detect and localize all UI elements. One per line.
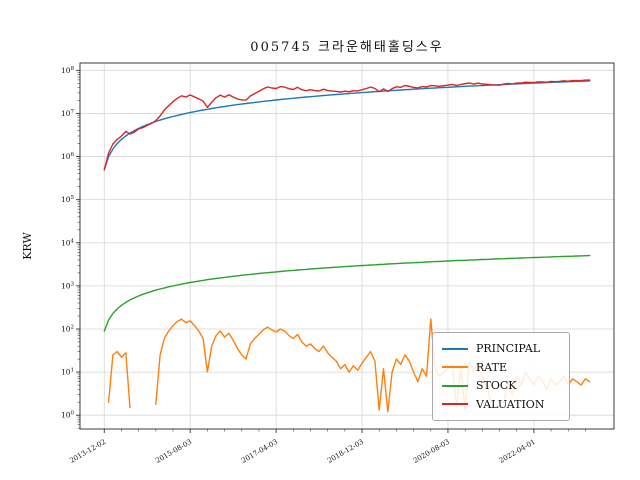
y-tick-label: 102 — [61, 324, 74, 333]
x-tick-label: 2020-08-03 — [412, 438, 451, 465]
y-tick-label: 101 — [61, 368, 74, 377]
principal-line-swatch — [442, 347, 468, 350]
legend: PRINCIPAL RATE STOCK VALUATION — [432, 332, 570, 421]
y-tick-label: 106 — [61, 152, 75, 161]
stock-line-swatch — [442, 384, 468, 387]
x-tick-label: 2018-12-03 — [326, 438, 365, 465]
legend-item-principal: PRINCIPAL — [442, 343, 560, 354]
y-tick-label: 104 — [61, 238, 75, 247]
legend-label: RATE — [476, 360, 507, 374]
legend-label: PRINCIPAL — [476, 342, 541, 356]
axes-spines — [79, 62, 615, 430]
legend-label: VALUATION — [476, 397, 545, 411]
y-tick-label: 108 — [61, 66, 75, 75]
valuation-line-swatch — [442, 403, 468, 406]
y-tick-label: 105 — [61, 195, 75, 204]
legend-label: STOCK — [476, 379, 517, 393]
valuation-line — [103, 79, 591, 171]
x-tick-label: 2017-04-03 — [240, 438, 279, 465]
rate-line-swatch — [442, 366, 468, 369]
legend-item-valuation: VALUATION — [442, 399, 560, 410]
x-tick-label: 2015-08-03 — [154, 438, 193, 465]
chart-title: 005745 크라운해태홀딩스우 — [250, 40, 444, 55]
y-axis-label: KRW — [21, 232, 34, 260]
y-tick-label: 100 — [61, 411, 75, 420]
legend-item-stock: STOCK — [442, 380, 560, 391]
legend-item-rate: RATE — [442, 362, 560, 373]
x-tick-label: 2013-12-02 — [68, 438, 107, 465]
y-tick-label: 103 — [61, 281, 75, 290]
stock-line — [103, 254, 591, 332]
y-tick-label: 107 — [61, 109, 75, 118]
x-tick-label: 2022-04-01 — [498, 438, 537, 465]
